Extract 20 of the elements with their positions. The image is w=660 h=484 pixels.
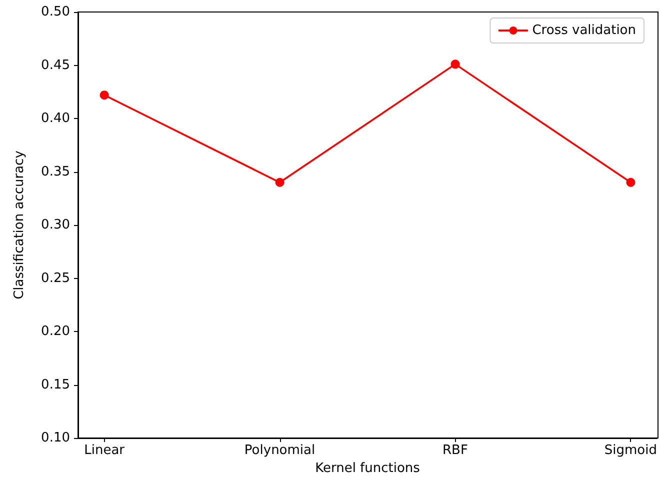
legend-label: Cross validation	[532, 23, 636, 38]
y-tick-label: 0.25	[41, 270, 70, 286]
y-tick-label: 0.30	[41, 218, 70, 232]
y-tick-label: 0.15	[41, 377, 70, 392]
x-tick-label: Polynomial	[244, 443, 316, 458]
point	[275, 178, 284, 187]
y-axis-title: Classification accuracy	[12, 150, 27, 300]
x-tick-label: RBF	[442, 443, 468, 458]
y-tick-label: 0.40	[41, 111, 70, 126]
x-axis-title: Kernel functions	[315, 460, 420, 476]
y-tick-label: 0.45	[41, 58, 70, 73]
point	[100, 90, 109, 100]
point	[626, 178, 636, 187]
y-tick-label: 0.50	[41, 4, 70, 20]
y-tick-label: 0.10	[41, 430, 70, 446]
y-tick-label: 0.20	[41, 324, 70, 339]
x-tick-label: Sigmoid	[604, 443, 658, 458]
x-tick-label: Linear	[84, 443, 126, 458]
point	[450, 60, 460, 69]
y-tick-label: 0.35	[41, 164, 70, 180]
